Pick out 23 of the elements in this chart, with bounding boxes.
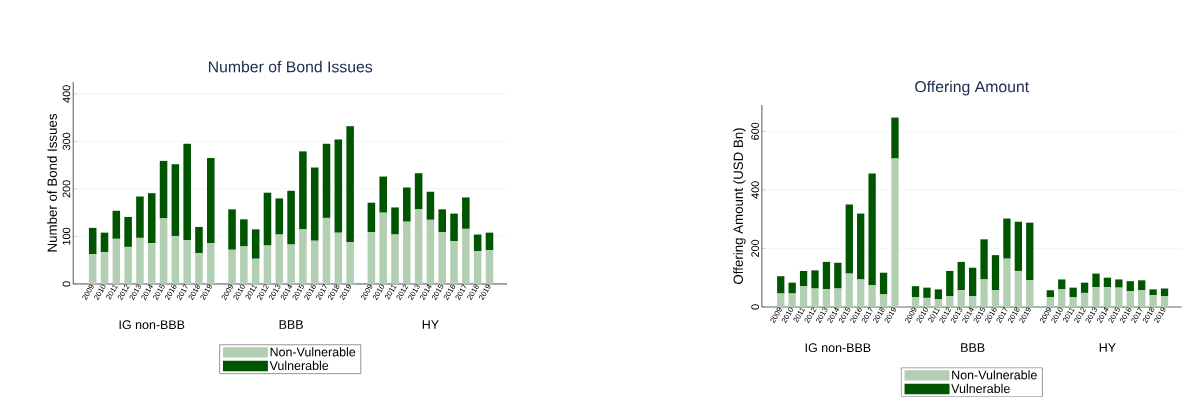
y-tick-label: 200 <box>62 180 71 198</box>
legend-label: Non-Vulnerable <box>270 347 356 357</box>
y-tick-label: 100 <box>62 227 71 245</box>
text: IG non-BBB <box>805 343 871 353</box>
legend-label: Vulnerable <box>951 383 1010 394</box>
text: HY <box>1099 343 1116 352</box>
y-tick-label: 200 <box>751 239 759 257</box>
y-tick-label: 600 <box>751 122 759 140</box>
chart-title: Number of Bond Issues <box>208 60 373 73</box>
text: BBB <box>961 343 985 352</box>
y-axis-title: Number of Bond Issues <box>47 114 57 252</box>
y-axis-title: Offering Amount (USD Bn) <box>733 128 746 285</box>
legend-label: Vulnerable <box>269 360 329 371</box>
text: BBB <box>279 320 303 329</box>
y-tick-label: 300 <box>62 132 71 151</box>
y-tick-label: 400 <box>62 85 71 103</box>
chart-title: Offering Amount <box>915 80 1030 96</box>
text: IG non-BBB <box>119 320 185 330</box>
text: HY <box>422 320 439 329</box>
y-tick-label: 0 <box>62 281 71 287</box>
y-tick-label: 400 <box>751 181 759 199</box>
legend-label: Non-Vulnerable <box>952 370 1037 380</box>
y-tick-label: 0 <box>751 304 759 310</box>
